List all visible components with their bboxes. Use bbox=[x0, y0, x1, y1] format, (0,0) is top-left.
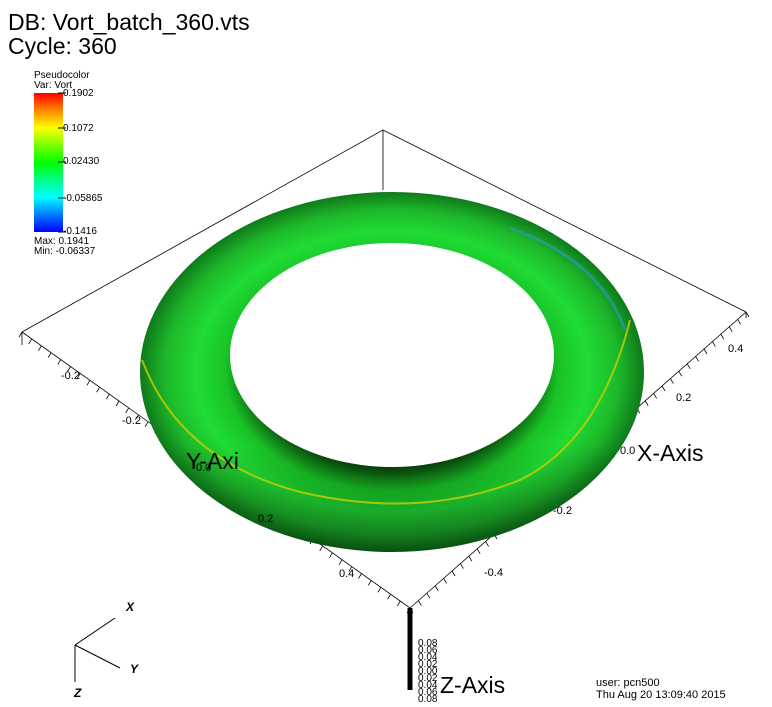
axis-tick bbox=[485, 541, 489, 547]
triad-x-label: X bbox=[126, 600, 135, 614]
axis-tick bbox=[476, 548, 481, 555]
vorticity-band bbox=[141, 319, 631, 505]
database-title: DB: Vort_batch_360.vts bbox=[8, 9, 250, 35]
axis-tick bbox=[418, 600, 422, 606]
axis-tick bbox=[18, 331, 23, 338]
axis-tick bbox=[396, 600, 401, 607]
x-tick-label-0: 0.4 bbox=[728, 343, 744, 355]
y-tick-label-0: -0.2 bbox=[61, 370, 80, 382]
z-tick-label-7: 0.06 bbox=[418, 687, 438, 698]
legend-min: Min: -0.06337 bbox=[34, 246, 96, 257]
axis-tick bbox=[460, 563, 464, 569]
axis-tick bbox=[358, 573, 362, 579]
axis-tick bbox=[86, 380, 91, 386]
axis-tick bbox=[426, 592, 431, 599]
torus-surface bbox=[140, 192, 644, 552]
legend-tick-2: 0.02430 bbox=[63, 156, 100, 167]
axis-tick bbox=[105, 393, 110, 400]
y-tick-label-3: 0.2 bbox=[258, 513, 274, 525]
x-tick-label-1: 0.2 bbox=[676, 392, 692, 404]
axis-tick bbox=[76, 373, 81, 379]
triad-y-label: Y bbox=[130, 662, 139, 676]
axis-tick bbox=[720, 333, 725, 340]
axis-tick bbox=[329, 552, 333, 559]
legend-plot-type: Pseudocolor bbox=[34, 70, 90, 81]
timestamp-label: Thu Aug 20 13:09:40 2015 bbox=[596, 689, 726, 701]
legend-tick-1: 0.1072 bbox=[63, 123, 94, 134]
axis-tick bbox=[745, 311, 750, 318]
legend-tick-0: 0.1902 bbox=[63, 88, 94, 99]
axis-tick bbox=[125, 407, 130, 414]
axis-tick bbox=[28, 338, 33, 345]
axis-tick bbox=[135, 414, 139, 421]
z-axis-title: Z-Axis bbox=[440, 672, 506, 698]
x-axis-title: X-Axis bbox=[637, 440, 704, 466]
axis-tick bbox=[661, 385, 666, 392]
axis-tick bbox=[670, 378, 674, 384]
cycle-label: Cycle: 360 bbox=[8, 33, 117, 59]
axis-tick bbox=[144, 421, 149, 427]
z-tick-label-5: 0.02 bbox=[418, 673, 438, 684]
axis-tick bbox=[737, 319, 741, 325]
legend-tick-4: -0.1416 bbox=[63, 226, 97, 237]
axis-tick bbox=[443, 578, 447, 584]
z-tick-label-3: 0.02 bbox=[418, 659, 438, 670]
y-tick-label-1: -0.2 bbox=[122, 415, 141, 427]
z-tick-label-2: 0.04 bbox=[418, 652, 438, 663]
axis-tick bbox=[703, 348, 708, 355]
axis-tick bbox=[468, 555, 473, 562]
axis-tick bbox=[712, 341, 716, 347]
legend-max: Max: 0.1941 bbox=[34, 236, 90, 247]
y-axis-title: Y-Axi bbox=[186, 448, 239, 474]
user-label: user: pcn500 bbox=[596, 677, 660, 689]
orientation-triad bbox=[74, 617, 121, 682]
axis-tick bbox=[38, 345, 42, 352]
triad-z-label: Z bbox=[74, 686, 82, 700]
y-tick-label-4: 0.4 bbox=[339, 568, 355, 580]
y-tick-label-2: 0.0 bbox=[196, 462, 212, 474]
axis-tick bbox=[644, 400, 649, 407]
axis-tick bbox=[695, 356, 699, 362]
axis-tick bbox=[47, 352, 52, 358]
axis-tick bbox=[338, 559, 343, 565]
legend-variable: Var: Vort bbox=[34, 80, 73, 91]
axis-tick bbox=[387, 593, 391, 600]
axis-tick bbox=[319, 545, 324, 552]
axis-tick bbox=[96, 386, 100, 393]
x-tick-label-4: -0.4 bbox=[484, 567, 503, 579]
legend-tick-marks bbox=[58, 92, 66, 233]
axis-tick bbox=[678, 370, 683, 377]
z-tick-label-6: 0.04 bbox=[418, 680, 438, 691]
legend-tick-3: -0.05865 bbox=[63, 193, 103, 204]
axis-tick bbox=[348, 566, 353, 572]
axis-tick bbox=[434, 585, 439, 592]
axis-tick bbox=[653, 393, 657, 399]
axis-tick bbox=[115, 400, 120, 407]
z-tick-label-1: 0.06 bbox=[418, 645, 438, 656]
x-tick-label-2: 0.0 bbox=[620, 445, 636, 457]
axis-tick bbox=[686, 363, 691, 370]
axis-tick bbox=[377, 587, 382, 593]
axis-tick bbox=[57, 359, 62, 365]
x-tick-label-3: -0.2 bbox=[553, 505, 572, 517]
vorticity-edge bbox=[509, 226, 627, 331]
z-tick-label-8: 0.08 bbox=[418, 694, 438, 705]
axis-tick bbox=[367, 580, 372, 586]
z-tick-label-4: 0.00 bbox=[418, 666, 438, 677]
z-tick-label-0: 0.08 bbox=[418, 638, 438, 649]
axis-tick bbox=[451, 570, 456, 577]
z-tick-labels: 0.08 0.06 0.04 0.02 0.00 0.02 0.04 0.06 … bbox=[418, 638, 438, 705]
axis-tick bbox=[728, 326, 733, 333]
axis-tick bbox=[67, 366, 71, 372]
